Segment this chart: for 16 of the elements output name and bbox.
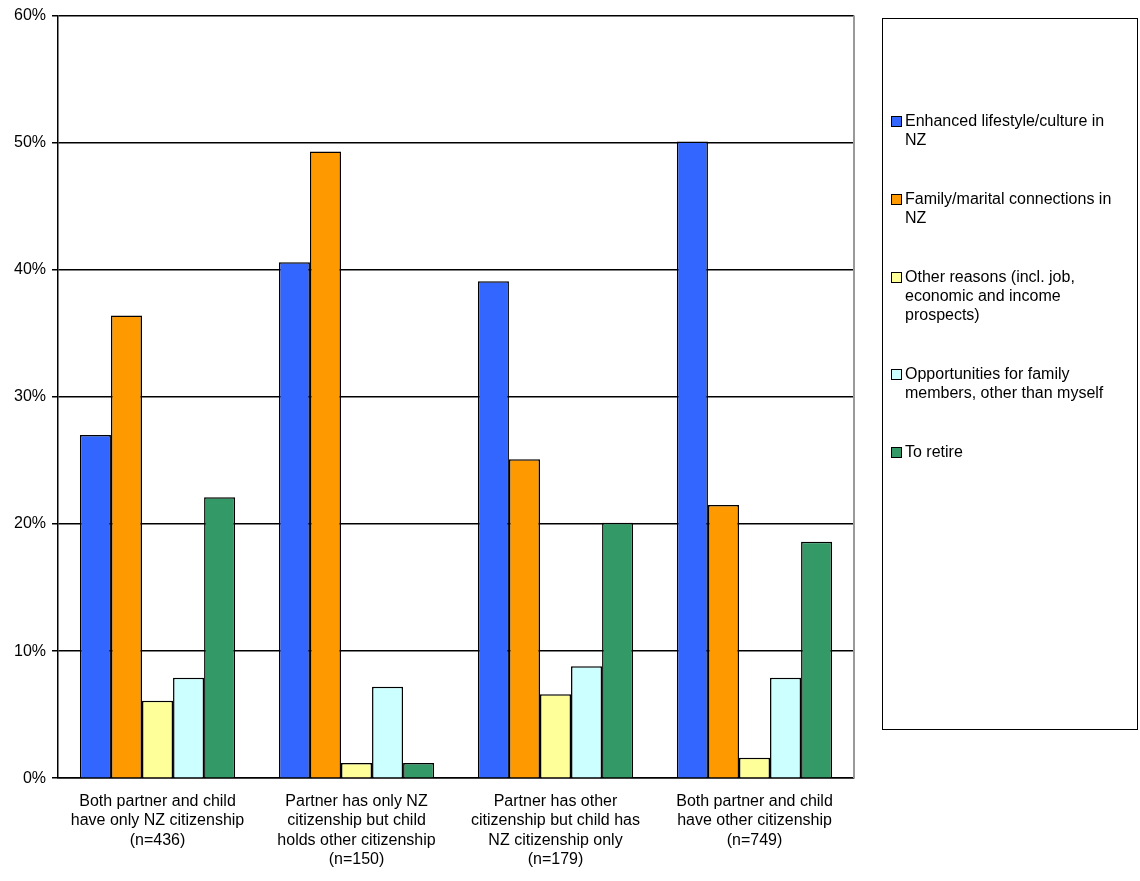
y-tick-label: 50% (13, 133, 47, 151)
y-tick-label: 30% (13, 387, 47, 405)
legend-label: Enhanced lifestyle/culture in NZ (905, 111, 1106, 149)
y-tick-label: 40% (13, 260, 47, 278)
legend-label: Other reasons (incl. job, economic and income prospects) (905, 267, 1076, 324)
x-tick-label: Partner has only NZ citizenship but child holds other citizenship (n=150) (277, 792, 436, 867)
y-tick-label: 60% (13, 6, 47, 24)
legend-label: Opportunities for family members, other than myself (905, 364, 1105, 402)
y-tick-label: 0% (22, 768, 47, 786)
legend-label: Family/marital connections in NZ (905, 189, 1113, 227)
x-tick-label: Partner has other citizenship but child has NZ citizenship only (n=179) (471, 792, 640, 867)
legend-label: To retire (905, 442, 963, 461)
x-tick-label: Both partner and child have other citizenship (n=749) (676, 792, 833, 848)
y-tick-label: 10% (13, 641, 47, 659)
x-tick-label: Both partner and child have only NZ citizenship (n=436) (70, 792, 245, 848)
y-tick-label: 20% (13, 514, 47, 532)
